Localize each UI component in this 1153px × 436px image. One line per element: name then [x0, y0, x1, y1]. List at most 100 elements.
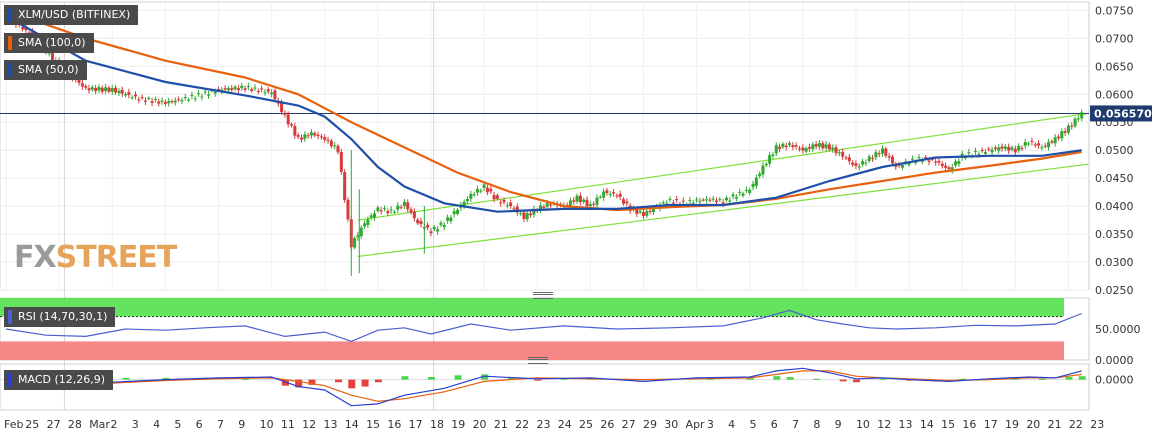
- candle-body: [847, 157, 851, 162]
- candle-body: [346, 199, 350, 220]
- candle-body: [724, 197, 728, 201]
- candle-body: [834, 147, 838, 154]
- macd-label: MACD (12,26,9): [18, 373, 106, 386]
- macd-histogram-bar: [427, 377, 435, 380]
- candle-body: [489, 188, 493, 192]
- candle-body: [804, 148, 808, 152]
- x-tick-label: Apr: [686, 418, 706, 431]
- candle-body: [1030, 140, 1034, 142]
- candle-body: [598, 196, 602, 198]
- macd-histogram-bar: [706, 378, 714, 380]
- rsi-resize-handle[interactable]: [533, 292, 553, 299]
- price-tick-label: 0.0500: [1095, 144, 1134, 157]
- candle-body: [343, 172, 347, 200]
- candle-body: [127, 92, 131, 96]
- candle-body: [283, 112, 287, 115]
- candle-body: [920, 160, 924, 162]
- x-tick-label: 15: [366, 418, 380, 431]
- candle-body: [668, 198, 672, 200]
- candle-body: [236, 88, 240, 91]
- candle-body: [353, 238, 357, 248]
- candle-body: [130, 97, 134, 99]
- candle-body: [993, 147, 997, 150]
- macd-resize-handle[interactable]: [528, 357, 548, 364]
- candle-body: [472, 194, 476, 196]
- candle-body: [333, 145, 337, 147]
- x-tick-label: 15: [941, 418, 955, 431]
- candle-body: [266, 89, 270, 92]
- x-tick-label: 14: [345, 418, 359, 431]
- candle-body: [791, 145, 795, 148]
- candle-body: [356, 235, 360, 238]
- candle-body: [150, 101, 154, 103]
- candle-body: [1050, 141, 1054, 143]
- candle-body: [263, 92, 267, 94]
- candle-body: [618, 193, 622, 197]
- candle-body: [190, 95, 194, 97]
- candle-body: [801, 147, 805, 151]
- candle-body: [900, 164, 904, 168]
- x-tick-label: 21: [1048, 418, 1062, 431]
- candle-body: [296, 135, 300, 137]
- channel-upper-line: [357, 112, 1089, 221]
- candle-body: [827, 144, 831, 150]
- macd-histogram-bar: [786, 377, 794, 380]
- candle-body: [452, 211, 456, 215]
- candle-body: [973, 150, 977, 152]
- x-tick-label: Mar: [89, 418, 110, 431]
- candle-body: [894, 164, 898, 167]
- macd-panel: [0, 363, 1090, 411]
- candle-body: [223, 88, 227, 90]
- macd-signal-line: [5, 370, 1082, 402]
- candle-body: [160, 100, 164, 102]
- price-tick-label: 0.0350: [1095, 228, 1134, 241]
- candle-body: [867, 156, 871, 161]
- candle-body: [754, 177, 758, 186]
- macd-swatch: [8, 373, 12, 387]
- candle-body: [286, 114, 290, 125]
- candle-body: [578, 195, 582, 203]
- candle-body: [143, 100, 147, 102]
- candle-body: [635, 209, 639, 214]
- macd-histogram-bar: [348, 379, 356, 389]
- candle-body: [373, 213, 377, 218]
- candle-body: [771, 154, 775, 156]
- x-tick-label: 9: [835, 418, 842, 431]
- x-tick-label: 9: [238, 418, 245, 431]
- candle-body: [369, 215, 373, 218]
- macd-histogram-bar: [454, 375, 462, 380]
- candle-body: [758, 173, 762, 177]
- candle-body: [844, 157, 848, 159]
- candle-body: [831, 147, 835, 150]
- candle-body: [512, 208, 516, 210]
- candle-body: [226, 88, 230, 91]
- price-panel: [0, 1, 1090, 291]
- candle-body: [522, 212, 526, 219]
- candle-body: [87, 88, 91, 91]
- candle-body: [881, 148, 885, 154]
- candle-body: [1073, 118, 1077, 127]
- candle-body: [409, 209, 413, 213]
- price-title: XLM/USD (BITFINEX): [18, 8, 131, 21]
- price-title-legend: XLM/USD (BITFINEX): [4, 5, 139, 25]
- candle-body: [495, 195, 499, 199]
- x-tick-label: 27: [47, 418, 61, 431]
- macd-histogram-bar: [813, 378, 821, 380]
- candle-body: [964, 157, 968, 159]
- candle-body: [947, 167, 951, 170]
- x-tick-label: 23: [1090, 418, 1104, 431]
- fxstreet-logo: FXSTREET: [14, 240, 177, 275]
- x-tick-label: 6: [196, 418, 203, 431]
- candle-body: [645, 211, 649, 216]
- candle-body: [1047, 142, 1051, 148]
- candle-body: [124, 94, 128, 96]
- candle-body: [379, 210, 383, 212]
- candle-body: [157, 101, 161, 104]
- x-tick-label: 7: [792, 418, 799, 431]
- candle-body: [426, 224, 430, 228]
- macd-line: [5, 367, 1082, 407]
- candle-body: [233, 86, 237, 90]
- price-tick-label: 0.0600: [1095, 88, 1134, 101]
- x-tick-label: 22: [515, 418, 529, 431]
